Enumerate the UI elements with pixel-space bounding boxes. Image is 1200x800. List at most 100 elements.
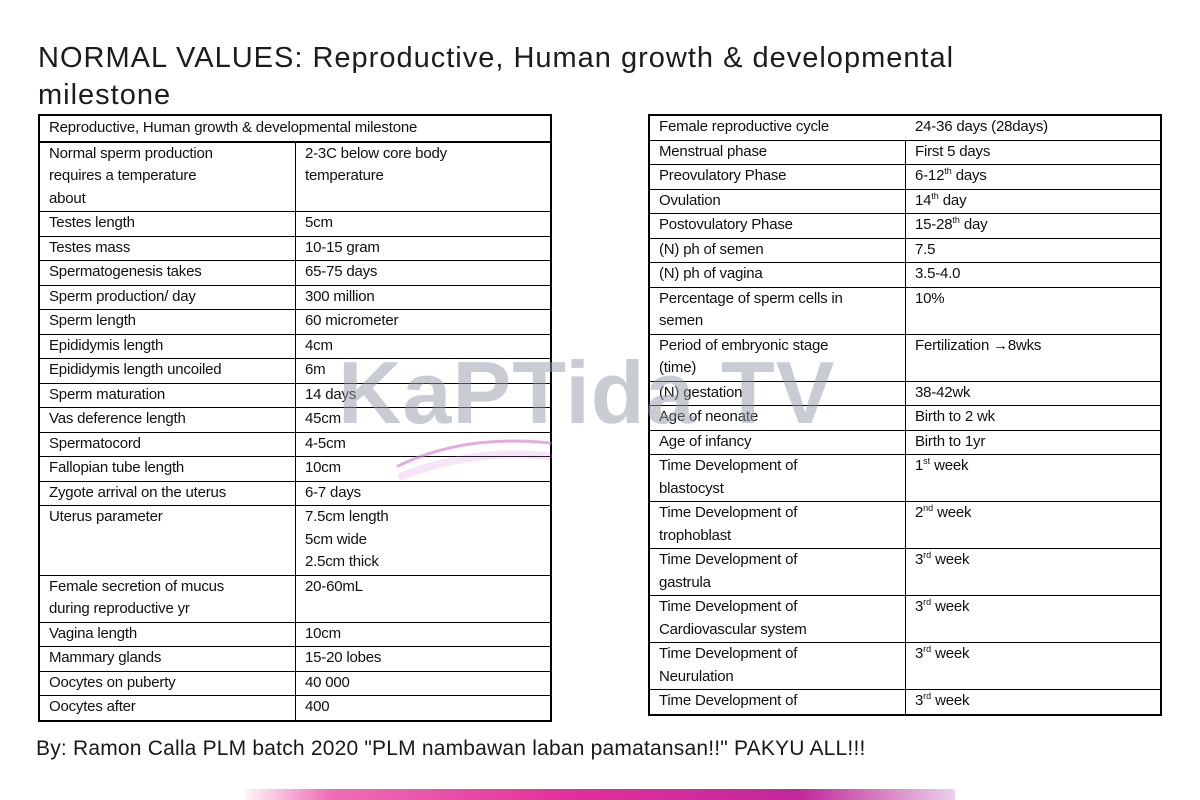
table-row: Female secretion of mucus during reprodu… bbox=[40, 574, 550, 622]
table-row: Mammary glands 15-20 lobes bbox=[40, 646, 550, 671]
table-row: Fallopian tube length 10cm bbox=[40, 456, 550, 481]
row-value: 60 micrometer bbox=[295, 310, 550, 334]
row-label: Vas deference length bbox=[49, 410, 186, 427]
table-row: Percentage of sperm cells in semen 10% bbox=[650, 286, 1160, 334]
row-label: Time Development of gastrula bbox=[659, 551, 798, 591]
row-value: 7.5cm length 5cm wide 2.5cm thick bbox=[295, 506, 550, 575]
table-row: (N) ph of vagina 3.5-4.0 bbox=[650, 262, 1160, 287]
table-row: Uterus parameter 7.5cm length 5cm wide 2.… bbox=[40, 505, 550, 575]
table-row: Time Development of gastrula 3rd week bbox=[650, 548, 1160, 595]
row-value: 6-7 days bbox=[295, 481, 550, 505]
row-value: 20-60mL bbox=[295, 575, 550, 622]
row-label: Spermatogenesis takes bbox=[49, 263, 202, 280]
left-table: Reproductive, Human growth & development… bbox=[38, 114, 552, 722]
row-value: 3.5-4.0 bbox=[905, 263, 1160, 287]
row-label: (N) gestation bbox=[659, 383, 743, 401]
table-row: Time Development of Cardiovascular syste… bbox=[650, 595, 1160, 642]
row-value: 6-12th days bbox=[905, 165, 1160, 189]
row-value: 10-15 gram bbox=[295, 236, 550, 260]
byline: By: Ramon Calla PLM batch 2020 "PLM namb… bbox=[36, 737, 866, 760]
table-row: Menstrual phase First 5 days bbox=[650, 139, 1160, 164]
row-value: 2nd week bbox=[905, 502, 1160, 548]
row-value: Birth to 1yr bbox=[905, 430, 1160, 454]
row-label: Sperm production/ day bbox=[49, 287, 196, 305]
table-row: Period of embryonic stage (time) Fertiliz… bbox=[650, 333, 1160, 381]
row-value: 65-75 days bbox=[295, 261, 550, 285]
left-table-rows: Normal sperm production requires a tempe… bbox=[40, 142, 550, 720]
row-label: Vagina length bbox=[49, 624, 138, 642]
table-row: (N) ph of semen 7.5 bbox=[650, 237, 1160, 262]
row-value: 10% bbox=[905, 287, 1160, 334]
table-row: Ovulation 14th day bbox=[650, 188, 1160, 213]
row-label: Percentage of sperm cells in semen bbox=[659, 289, 843, 330]
table-row: Spermatogenesis takes 65-75 days bbox=[40, 260, 550, 285]
row-label: Fallopian tube length bbox=[49, 459, 185, 476]
row-label: Age of infancy bbox=[659, 432, 752, 450]
table-row: Epididymis length 4cm bbox=[40, 333, 550, 358]
row-label: Uterus parameter bbox=[49, 508, 163, 525]
left-table-header: Reproductive, Human growth & development… bbox=[40, 116, 550, 143]
row-label: Period of embryonic stage (time) bbox=[659, 336, 829, 377]
row-label: Age of neonate bbox=[659, 408, 758, 425]
table-row: Postovulatory Phase 15-28th day bbox=[650, 213, 1160, 238]
row-label: Spermatocord bbox=[49, 434, 141, 452]
right-table: Female reproductive cycle 24-36 days (28d… bbox=[648, 114, 1162, 716]
row-label: (N) ph of semen bbox=[659, 240, 764, 258]
table-row: Testes mass 10-15 gram bbox=[40, 235, 550, 260]
row-value: 3rd week bbox=[905, 549, 1160, 595]
row-label: Oocytes after bbox=[49, 698, 136, 715]
row-value: 14th day bbox=[905, 189, 1160, 213]
row-label: Normal sperm production requires a tempe… bbox=[49, 144, 213, 207]
row-value: 45cm bbox=[295, 408, 550, 432]
table-row: Epididymis length uncoiled 6m bbox=[40, 358, 550, 383]
row-value: 300 million bbox=[295, 285, 550, 309]
row-value: Birth to 2 wk bbox=[905, 406, 1160, 430]
row-value: First 5 days bbox=[905, 140, 1160, 164]
row-value: 24-36 days (28days) bbox=[915, 118, 1048, 135]
row-value: 15-28th day bbox=[905, 214, 1160, 238]
row-label: Sperm maturation bbox=[49, 385, 166, 403]
row-label: Menstrual phase bbox=[659, 142, 767, 160]
table-row: Age of infancy Birth to 1yr bbox=[650, 429, 1160, 454]
row-label: Epididymis length bbox=[49, 336, 164, 354]
table-row: Oocytes after 400 bbox=[40, 695, 550, 720]
table-row: Time Development of blastocyst 1st week bbox=[650, 454, 1160, 501]
row-value: 40 000 bbox=[295, 671, 550, 695]
row-label: (N) ph of vagina bbox=[659, 265, 763, 282]
table-row: Age of neonate Birth to 2 wk bbox=[650, 405, 1160, 430]
right-table-rows: Female reproductive cycle 24-36 days (28d… bbox=[650, 116, 1160, 714]
row-label: Testes mass bbox=[49, 238, 131, 256]
row-label: Time Development of Neurulation bbox=[659, 645, 798, 685]
row-label: Testes length bbox=[49, 214, 135, 231]
row-value: Fertilization →8wks bbox=[905, 334, 1160, 381]
row-label: Time Development of bbox=[659, 692, 798, 709]
row-value: 2-3C below core body temperature bbox=[295, 142, 550, 211]
row-value: 3rd week bbox=[905, 690, 1160, 714]
table-row: Vagina length 10cm bbox=[40, 621, 550, 646]
table-row: Sperm production/ day 300 million bbox=[40, 284, 550, 309]
brand-bar bbox=[245, 789, 955, 800]
row-value: 10cm bbox=[295, 622, 550, 646]
row-label: Zygote arrival on the uterus bbox=[49, 483, 226, 501]
row-label: Postovulatory Phase bbox=[659, 216, 793, 233]
row-value: 4cm bbox=[295, 334, 550, 358]
row-value: 38-42wk bbox=[905, 381, 1160, 405]
row-value: 4-5cm bbox=[295, 432, 550, 456]
row-value: 6m bbox=[295, 359, 550, 383]
row-value: 400 bbox=[295, 696, 550, 720]
table-row: Normal sperm production requires a tempe… bbox=[40, 142, 550, 211]
row-value: 3rd week bbox=[905, 643, 1160, 689]
table-row: Time Development of trophoblast 2nd week bbox=[650, 501, 1160, 548]
row-label: Preovulatory Phase bbox=[659, 167, 787, 184]
row-label: Time Development of Cardiovascular syste… bbox=[659, 598, 807, 638]
page-title: NORMAL VALUES: Reproductive, Human growt… bbox=[38, 42, 955, 111]
row-value: 7.5 bbox=[905, 238, 1160, 262]
row-label: Oocytes on puberty bbox=[49, 673, 176, 691]
row-value: 15-20 lobes bbox=[295, 647, 550, 671]
row-label: Ovulation bbox=[659, 191, 721, 209]
row-value: 5cm bbox=[295, 212, 550, 236]
table-row: (N) gestation 38-42wk bbox=[650, 380, 1160, 405]
row-label: Mammary glands bbox=[49, 649, 162, 666]
row-value: 1st week bbox=[905, 455, 1160, 501]
table-row: Testes length 5cm bbox=[40, 211, 550, 236]
